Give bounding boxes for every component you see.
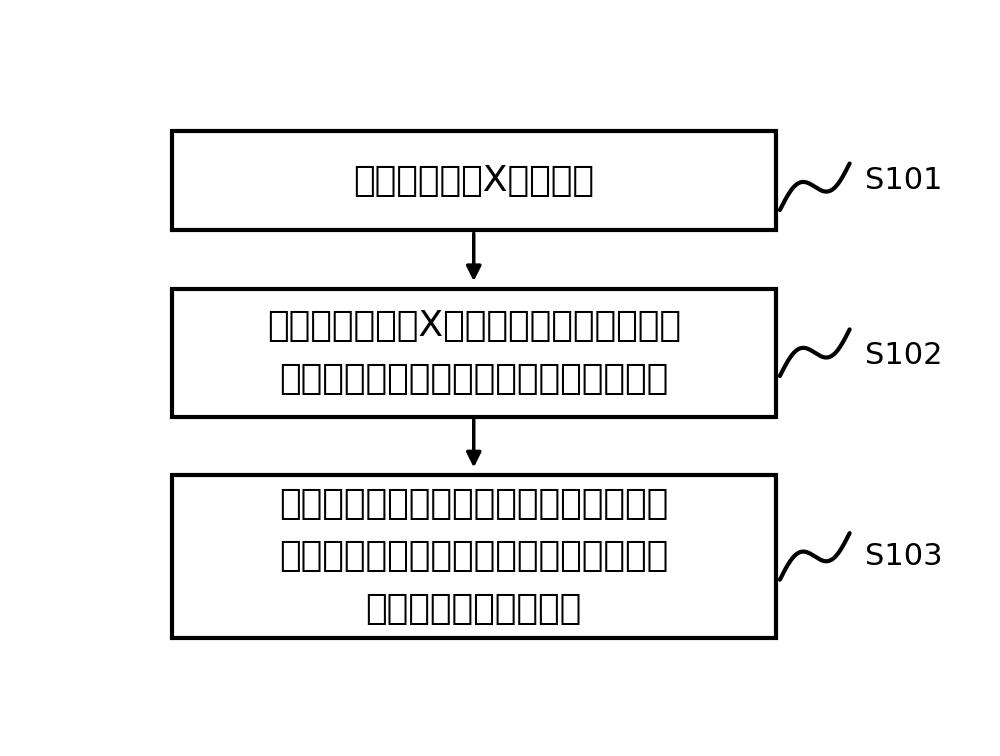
Bar — [172, 132, 776, 231]
Text: 通过所述训练图片集对目标检测神经网络
模型进行训练，获取所述股骨干检测模型
和所述股骨颈检测模型: 通过所述训练图片集对目标检测神经网络 模型进行训练，获取所述股骨干检测模型 和所… — [279, 487, 668, 626]
Bar — [172, 289, 776, 417]
Text: S101: S101 — [865, 166, 943, 196]
Text: S103: S103 — [865, 542, 943, 571]
Text: 分别对所述骨盆X光片样本中的股骨干区域
和股骨颈区域进行标注，形成训练图片集: 分别对所述骨盆X光片样本中的股骨干区域 和股骨颈区域进行标注，形成训练图片集 — [267, 309, 681, 396]
Text: 获取若干骨盆X光片样本: 获取若干骨盆X光片样本 — [353, 164, 594, 198]
Text: S102: S102 — [865, 341, 943, 370]
Bar — [172, 475, 776, 638]
